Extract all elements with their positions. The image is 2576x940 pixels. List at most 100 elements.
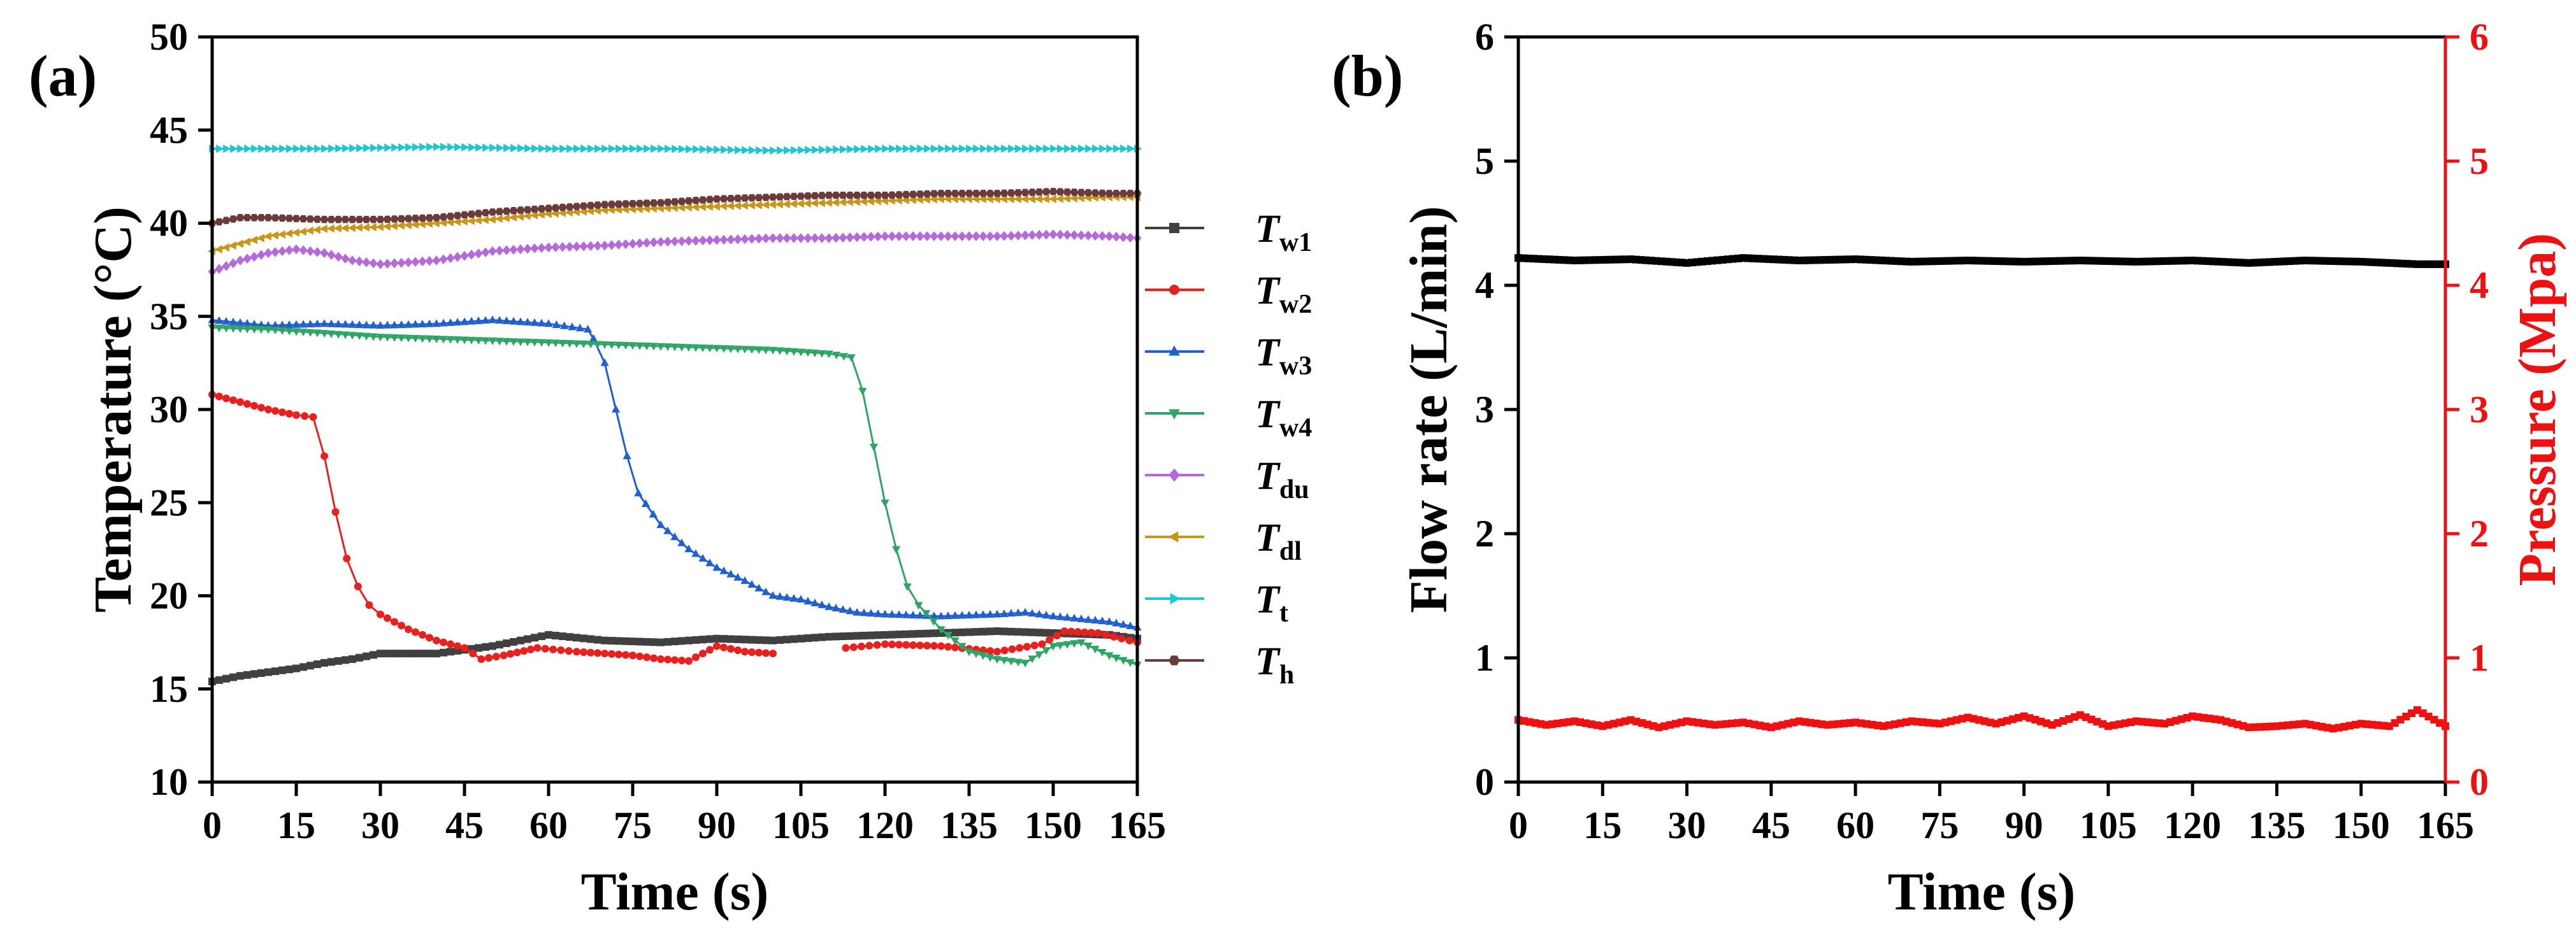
data-point — [1008, 144, 1016, 153]
legend-label: Tw2 — [1255, 269, 1312, 319]
data-point — [264, 248, 273, 259]
data-point — [1119, 620, 1128, 628]
data-point — [663, 343, 672, 352]
data-point — [810, 349, 819, 357]
data-point — [903, 144, 911, 153]
data-point — [355, 256, 364, 267]
data-point — [853, 232, 861, 243]
data-point — [236, 318, 245, 326]
data-point — [754, 233, 763, 244]
data-point — [306, 662, 314, 670]
data-point — [313, 660, 321, 668]
data-point — [221, 243, 229, 252]
data-point — [755, 636, 763, 644]
legend-marker — [1169, 223, 1179, 233]
data-point — [551, 204, 560, 212]
data-point — [705, 202, 713, 211]
data-point — [469, 650, 477, 658]
data-point — [859, 197, 867, 206]
data-point — [924, 144, 932, 153]
data-point — [524, 144, 533, 153]
data-point — [342, 656, 349, 664]
legend-label: Tt — [1255, 578, 1288, 628]
data-point — [728, 145, 736, 154]
data-point — [944, 643, 952, 651]
y-tick-label: 3 — [1475, 388, 1494, 431]
data-point — [292, 215, 301, 222]
data-point — [951, 637, 960, 645]
data-point — [305, 226, 313, 235]
data-point — [1092, 144, 1100, 153]
data-point — [377, 143, 385, 152]
panel-a-legend: Tw1 Tw2 Tw3 Tw4 Tdu Tdl Tt Th — [1145, 208, 1312, 690]
data-point — [545, 144, 554, 153]
data-point — [216, 144, 224, 153]
data-point — [495, 338, 504, 346]
data-point — [951, 189, 960, 197]
data-point — [1063, 613, 1072, 621]
data-point — [587, 648, 594, 657]
data-point — [805, 145, 813, 155]
data-point — [720, 643, 728, 652]
data-point — [552, 320, 561, 329]
data-point — [1062, 194, 1070, 203]
data-point — [783, 636, 791, 644]
data-point — [292, 664, 300, 673]
data-point — [712, 202, 720, 211]
data-point — [397, 320, 406, 329]
data-point — [439, 336, 448, 344]
data-point — [817, 600, 826, 608]
data-point — [584, 325, 593, 333]
data-point — [349, 655, 356, 663]
data-point — [1013, 194, 1021, 204]
data-point — [215, 676, 223, 684]
panel-b-y-axis-label: Flow rate (L/min) — [1399, 206, 1458, 613]
data-point — [761, 587, 770, 595]
data-point — [874, 191, 882, 199]
data-point — [1000, 657, 1009, 665]
data-point — [888, 231, 896, 241]
data-point — [228, 241, 236, 250]
data-point — [916, 611, 925, 619]
data-point — [782, 593, 791, 601]
data-point — [1014, 231, 1023, 241]
data-point — [481, 316, 490, 324]
data-point — [614, 200, 623, 208]
data-point — [391, 618, 398, 626]
legend-label: Tw3 — [1255, 331, 1312, 381]
data-point — [1042, 229, 1051, 240]
data-point — [740, 346, 749, 354]
data-point — [691, 344, 700, 352]
data-point — [678, 637, 686, 645]
data-point — [789, 199, 797, 208]
data-point — [847, 145, 855, 154]
data-point — [1060, 627, 1069, 636]
data-point — [537, 243, 546, 253]
data-point — [327, 658, 335, 666]
data-point — [586, 201, 595, 210]
data-point — [384, 143, 392, 152]
data-point — [566, 633, 573, 641]
data-point — [930, 642, 938, 650]
data-point — [482, 143, 491, 152]
data-point — [445, 218, 454, 227]
data-point — [439, 318, 448, 327]
data-point — [741, 648, 749, 656]
data-point — [487, 215, 496, 224]
data-point — [391, 650, 398, 658]
panel-a-y-axis-label: Temperature (°C) — [83, 206, 143, 613]
data-point — [593, 341, 602, 349]
data-point — [271, 407, 279, 415]
data-point — [1000, 627, 1008, 636]
data-point — [250, 252, 259, 262]
data-point — [768, 591, 777, 599]
data-point — [825, 632, 833, 641]
data-point — [384, 614, 391, 622]
data-point — [628, 342, 637, 350]
data-point — [986, 627, 994, 636]
data-point — [845, 197, 853, 206]
data-point — [719, 234, 728, 245]
data-point — [309, 413, 317, 421]
data-point — [237, 144, 245, 153]
x-tick-label: 150 — [1025, 804, 1082, 846]
